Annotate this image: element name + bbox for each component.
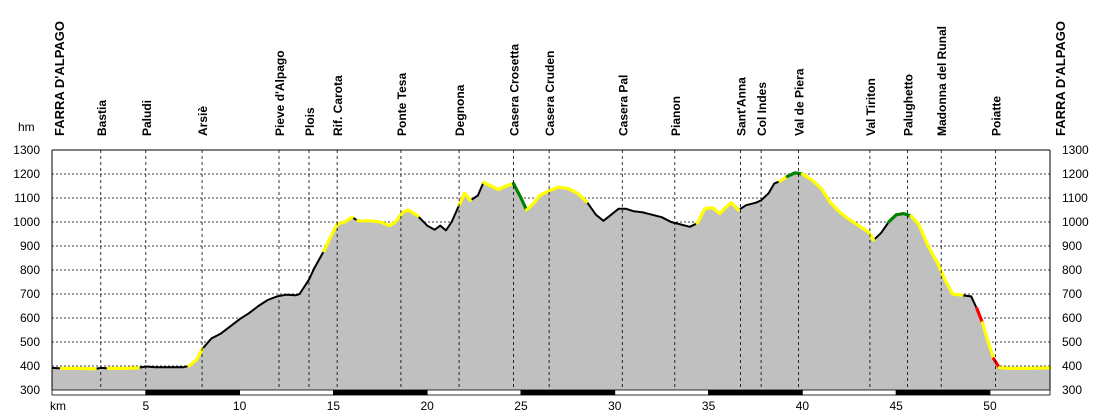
segment-steep [992,357,1001,370]
scale-bar-segment [426,389,522,396]
segment-easy [481,180,516,192]
waypoint-label: Val Tiriton [864,78,878,136]
x-tick-label: 50 [983,399,997,413]
scale-bar-segment [332,389,428,396]
x-tick-label: 15 [327,399,341,413]
axes [51,149,1051,396]
scale-bar-segment [51,389,147,396]
waypoint-label: Casera Cruden [543,51,557,136]
segment-easy [695,201,741,225]
x-tick-label: 30 [608,399,622,413]
segment-easy [106,366,140,370]
x-tick-label: 20 [421,399,435,413]
y-tick-label-right: 1100 [1062,191,1088,205]
segment-easy [356,208,420,228]
y-tick-label-right: 1300 [1062,143,1089,157]
segment-easy [800,172,876,242]
waypoint-label: Poiatte [990,96,1004,136]
y-tick-label-left: 500 [20,335,40,349]
x-tick-label: 45 [889,399,903,413]
y-tick-label-right: 600 [1062,311,1082,325]
y-tick-label-right: 800 [1062,263,1082,277]
y-axis-label: hm [18,120,35,134]
y-tick-label-left: 800 [20,263,40,277]
waypoint-markers [100,150,996,390]
x-tick-label: 5 [142,399,149,413]
waypoint-label: FARRA D'ALPAGO [52,21,67,136]
y-tick-label-right: 900 [1062,239,1082,253]
waypoint-label: Pianon [669,96,683,136]
x-tick-label: 25 [514,399,528,413]
segment-moderate [785,171,804,178]
waypoint-label: Sant'Anna [734,77,748,136]
profile-area [51,171,1052,390]
segment-easy [997,366,1052,370]
scale-bar-segment [895,389,991,396]
waypoint-label: Col Indes [755,82,769,136]
waypoint-label: Madonna del Runal [935,26,949,136]
waypoint-label: Bastia [95,100,109,136]
y-tick-label-right: 1000 [1062,215,1089,229]
waypoint-label: Degnona [453,84,467,136]
profile-fill [52,172,1050,390]
scale-bar-segment [239,389,334,396]
waypoint-label: Casera Pal [616,75,630,136]
y-tick-label-right: 500 [1062,335,1082,349]
segment-easy [457,191,472,207]
scale-bar-segment [801,389,897,396]
segment-easy [980,321,996,361]
x-axis-label: km [50,399,66,413]
y-tick-label-left: 900 [20,239,40,253]
scale-bar-segment [989,389,1051,396]
scale-bar-segment [520,389,616,396]
waypoint-label: Plois [303,107,317,136]
waypoint-label: Paludi [140,100,154,136]
y-tick-label-left: 1100 [14,191,40,205]
y-tick-label-left: 1000 [13,215,40,229]
y-tick-label-left: 300 [20,383,40,397]
waypoint-label: Ponte Tesa [395,73,409,136]
segment-moderate [887,212,913,224]
y-tick-label-left: 600 [20,311,40,325]
segment-easy [59,366,97,371]
waypoint-label: Arsiè [196,106,210,136]
segment-easy [909,214,964,297]
y-tick-label-right: 1200 [1062,167,1089,181]
waypoint-label: Rif. Carota [331,75,345,136]
waypoint-label: Pieve d'Alpago [273,50,287,136]
segment-easy [187,347,204,368]
x-tick-label: 40 [796,399,810,413]
segment-easy [525,185,589,212]
y-tick-label-left: 400 [20,359,40,373]
y-tick-label-left: 1200 [13,167,40,181]
scale-bar-segment [708,389,803,396]
waypoint-label: Palughetto [901,74,915,136]
y-tick-label-left: 700 [20,287,40,301]
waypoint-label: Val de Piera [793,68,807,136]
labels: 300 300 400 400 500 500 600 600 700 700 800 800 900 9… [13,21,1089,413]
y-tick-label-left: 1300 [13,143,40,157]
scale-bar-segment [614,389,709,396]
y-tick-label-right: 400 [1062,359,1082,373]
x-tick-label: 35 [702,399,716,413]
waypoint-label: Casera Crosetta [507,44,521,136]
scale-bar-segment [145,389,240,396]
segment-moderate [511,182,529,212]
y-tick-label-right: 300 [1062,383,1082,397]
waypoint-label: FARRA D'ALPAGO [1053,21,1068,136]
y-tick-label-right: 700 [1062,287,1082,301]
x-tick-label: 10 [233,399,247,413]
segment-steep [975,306,985,325]
